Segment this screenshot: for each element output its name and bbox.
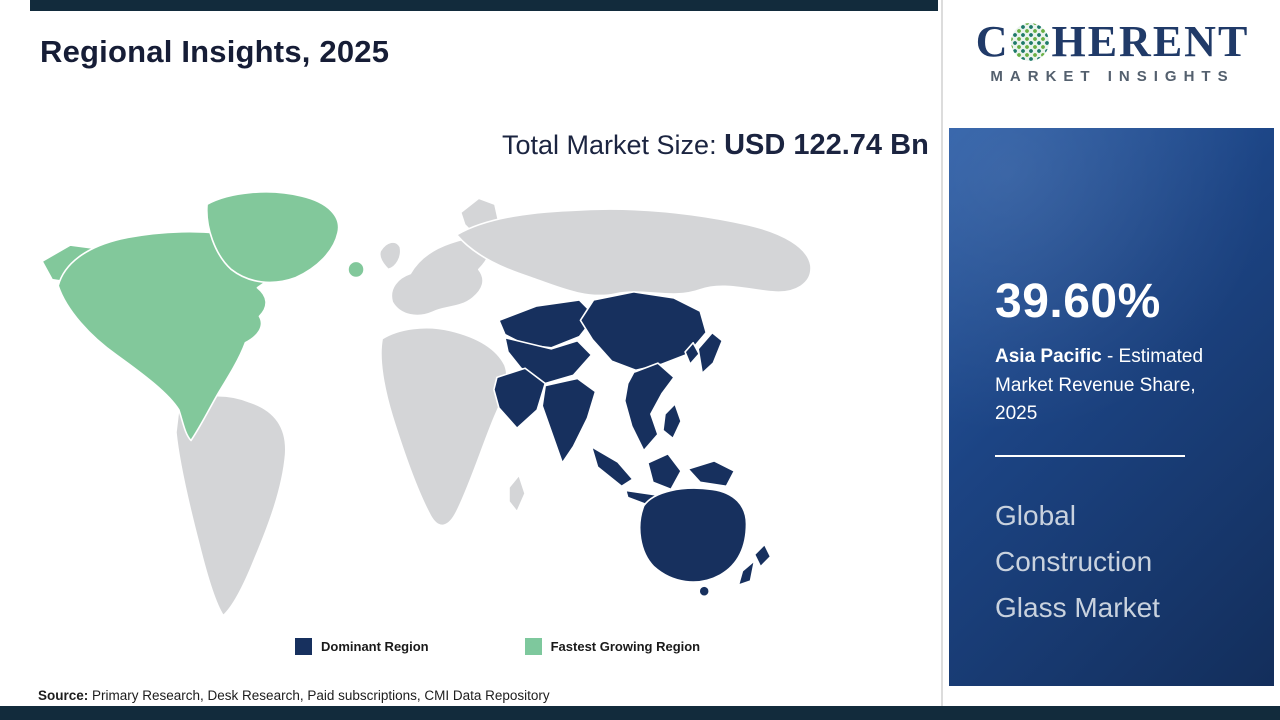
region-australia bbox=[638, 487, 748, 583]
right-info-panel: 39.60% Asia Pacific - Estimated Market R… bbox=[949, 128, 1274, 686]
region-india bbox=[541, 377, 597, 464]
dominant-region-swatch bbox=[295, 638, 312, 655]
region-west-asia bbox=[504, 336, 593, 385]
share-description-text: - Estimated Market Revenue Share, 2025 bbox=[995, 346, 1204, 424]
region-greenland bbox=[206, 191, 340, 284]
region-name: Asia Pacific bbox=[995, 346, 1102, 367]
total-market-size: Total Market Size: USD 122.74 Bn bbox=[502, 124, 932, 166]
top-accent-bar bbox=[30, 0, 938, 11]
region-arabia bbox=[493, 367, 547, 430]
region-madagascar bbox=[508, 474, 526, 513]
region-new-zealand-north bbox=[753, 543, 772, 568]
map-legend: Dominant Region Fastest Growing Region bbox=[295, 638, 700, 655]
fastest-region-swatch bbox=[524, 638, 542, 655]
region-united-kingdom bbox=[378, 241, 402, 271]
logo-tagline: MARKET INSIGHTS bbox=[990, 68, 1235, 85]
region-central-asia bbox=[498, 299, 597, 349]
region-indochina bbox=[623, 362, 675, 452]
region-philippines bbox=[662, 403, 682, 440]
panel-divider-rule bbox=[995, 454, 1185, 457]
region-russia bbox=[455, 208, 812, 297]
source-line: Source: Primary Research, Desk Research,… bbox=[38, 688, 550, 703]
region-new-guinea bbox=[687, 460, 736, 488]
region-new-zealand-south bbox=[737, 559, 756, 586]
region-africa bbox=[380, 326, 508, 527]
source-label: Source: bbox=[38, 688, 89, 703]
vertical-divider bbox=[941, 0, 943, 706]
region-sumatra bbox=[590, 445, 634, 488]
region-japan bbox=[697, 331, 724, 375]
source-text: Primary Research, Desk Research, Paid su… bbox=[88, 688, 550, 703]
globe-icon bbox=[1011, 23, 1050, 61]
legend-item-fastest: Fastest Growing Region bbox=[524, 638, 701, 655]
logo-letters-herent: HERENT bbox=[1051, 17, 1250, 66]
region-south-america bbox=[175, 394, 287, 617]
region-north-america bbox=[57, 230, 281, 442]
region-iceland bbox=[347, 260, 365, 279]
world-map-svg bbox=[41, 191, 812, 617]
legend-item-dominant: Dominant Region bbox=[295, 638, 429, 655]
bottom-accent-bar bbox=[0, 706, 1280, 720]
total-market-size-label: Total Market Size: bbox=[502, 130, 725, 160]
dominant-region-label: Dominant Region bbox=[321, 639, 429, 654]
logo-letter-c: C bbox=[975, 17, 1010, 66]
fastest-region-label: Fastest Growing Region bbox=[550, 639, 701, 654]
region-borneo bbox=[647, 452, 682, 491]
total-market-size-value: USD 122.74 Bn bbox=[724, 129, 929, 161]
market-share-description: Asia Pacific - Estimated Market Revenue … bbox=[995, 343, 1235, 429]
market-share-value: 39.60% bbox=[995, 275, 1161, 328]
coherent-logo: C HERENT MARKET INSIGHTS bbox=[960, 20, 1265, 86]
logo-wordmark: C HERENT bbox=[960, 20, 1265, 64]
page-title: Regional Insights, 2025 bbox=[40, 34, 390, 69]
market-name: Global Construction Glass Market bbox=[995, 499, 1160, 623]
region-china bbox=[579, 291, 708, 372]
region-tasmania bbox=[698, 585, 711, 598]
world-map bbox=[28, 188, 833, 636]
